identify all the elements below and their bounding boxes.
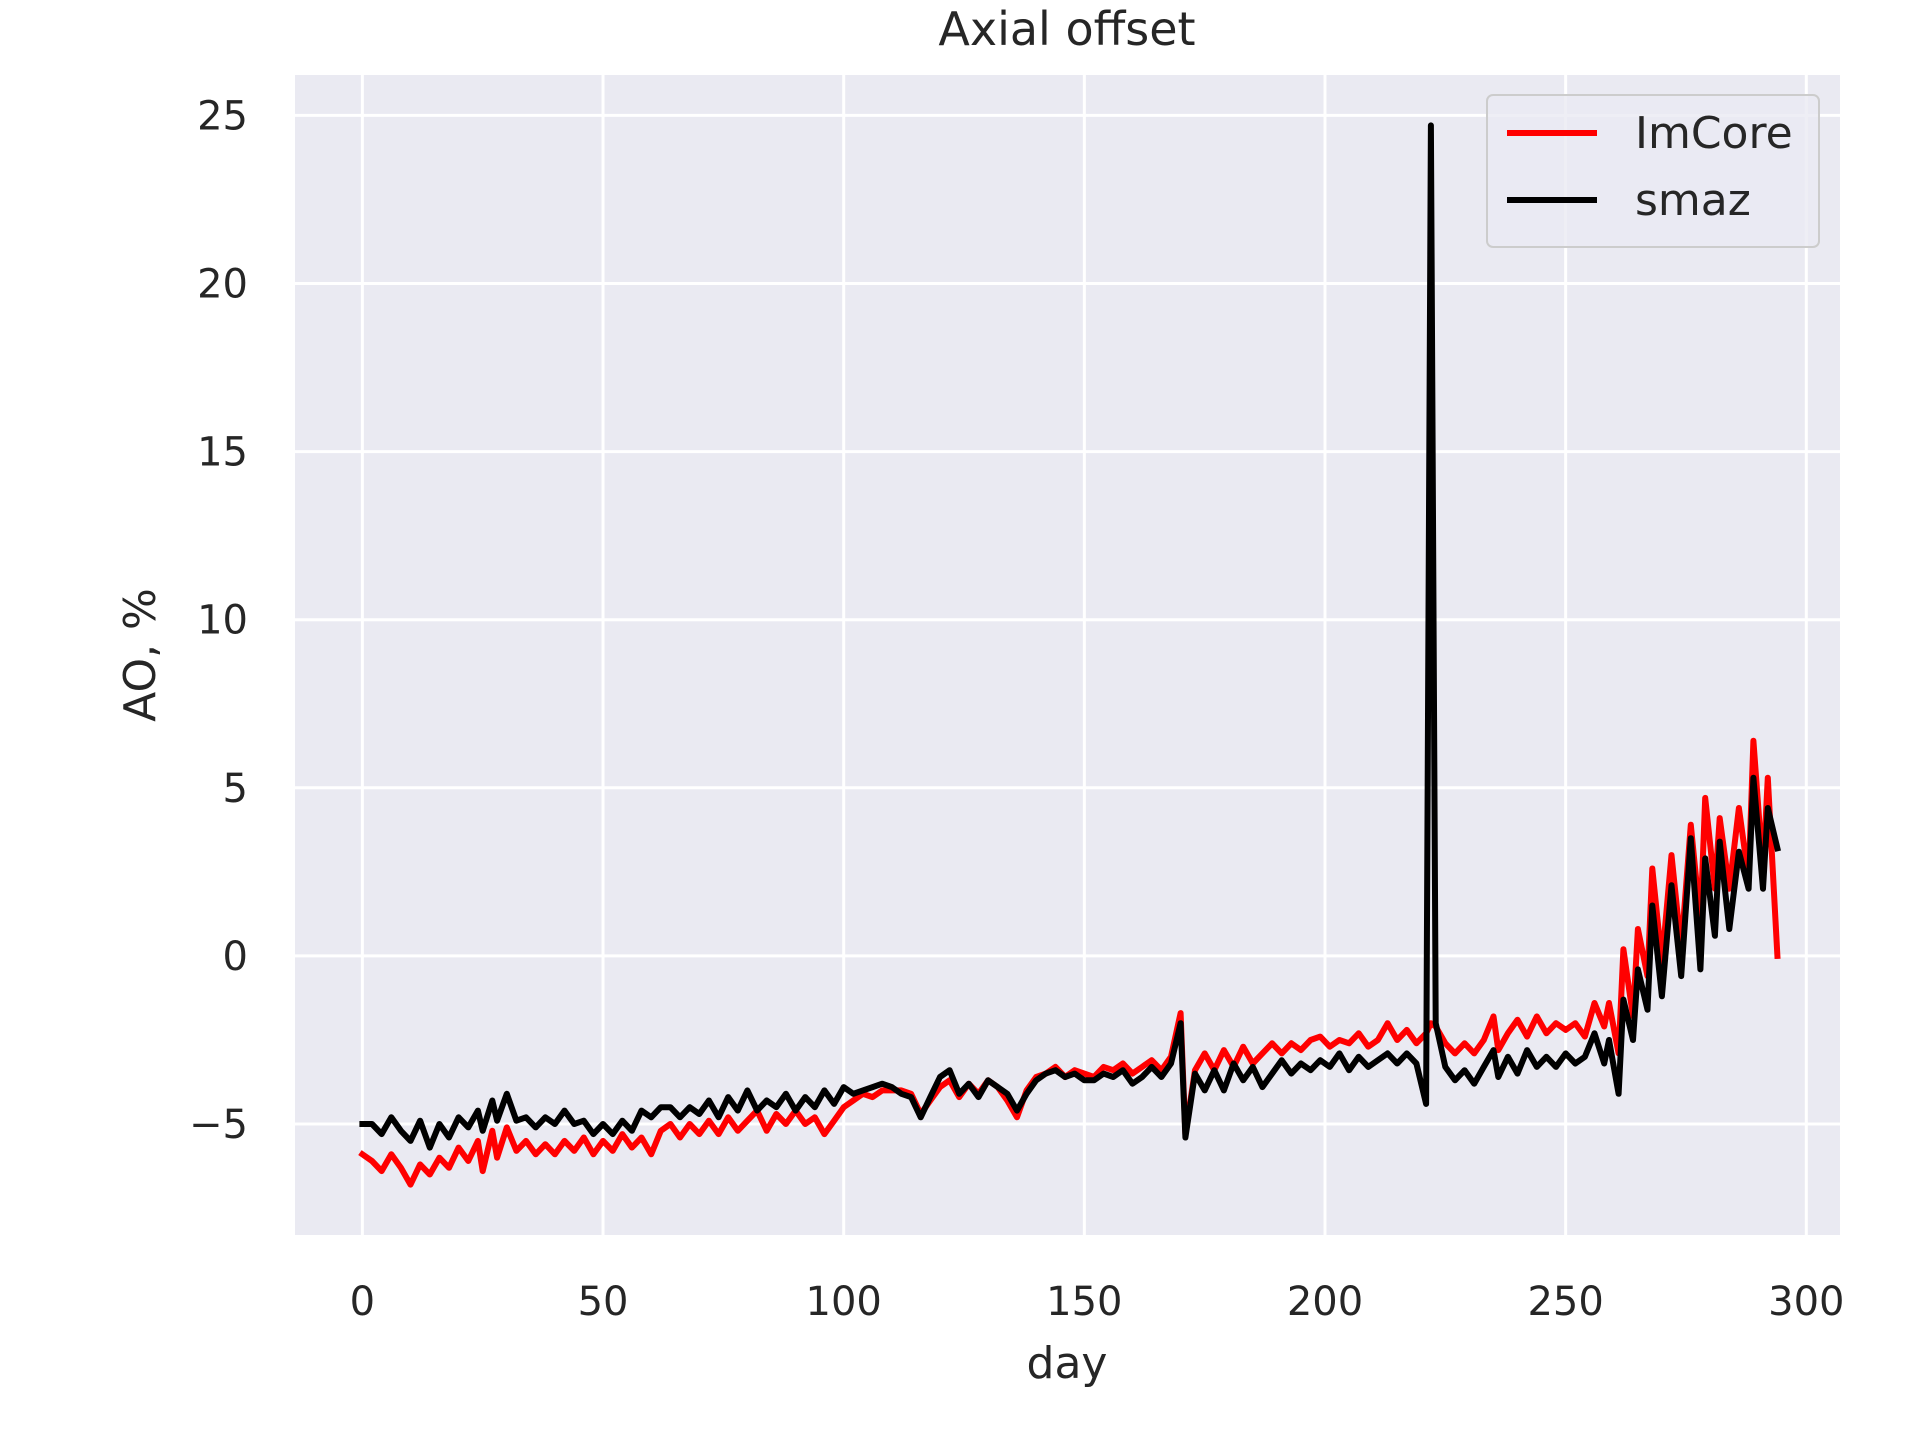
- x-tick-label: 250: [1527, 1279, 1603, 1325]
- x-tick-label: 200: [1287, 1279, 1363, 1325]
- legend-label-smaz: smaz: [1635, 175, 1751, 226]
- y-axis-label: AO, %: [115, 588, 166, 722]
- chart-title: Axial offset: [938, 2, 1195, 56]
- y-tick-labels: −5 0 5 10 15 20 25: [189, 93, 248, 1148]
- plot-background: [295, 75, 1840, 1235]
- y-tick-label: 10: [197, 598, 248, 644]
- y-tick-label: 20: [197, 261, 248, 307]
- x-tick-labels: 0 50 100 150 200 250 300: [350, 1279, 1845, 1325]
- y-tick-label: 0: [223, 934, 248, 980]
- y-tick-label: 25: [197, 93, 248, 139]
- x-tick-label: 0: [350, 1279, 375, 1325]
- y-tick-label: 5: [223, 766, 248, 812]
- x-tick-label: 100: [806, 1279, 882, 1325]
- legend: ImCore smaz: [1486, 94, 1820, 248]
- x-axis-label: day: [1027, 1338, 1108, 1389]
- legend-label-imcore: ImCore: [1635, 108, 1793, 159]
- x-tick-label: 150: [1046, 1279, 1122, 1325]
- series-line-smaz: [359, 122, 1782, 1151]
- x-tick-label: 300: [1768, 1279, 1844, 1325]
- series-layer: [358, 122, 1782, 1188]
- y-tick-label: −5: [189, 1102, 248, 1148]
- x-tick-label: 50: [578, 1279, 629, 1325]
- y-tick-label: 15: [197, 430, 248, 476]
